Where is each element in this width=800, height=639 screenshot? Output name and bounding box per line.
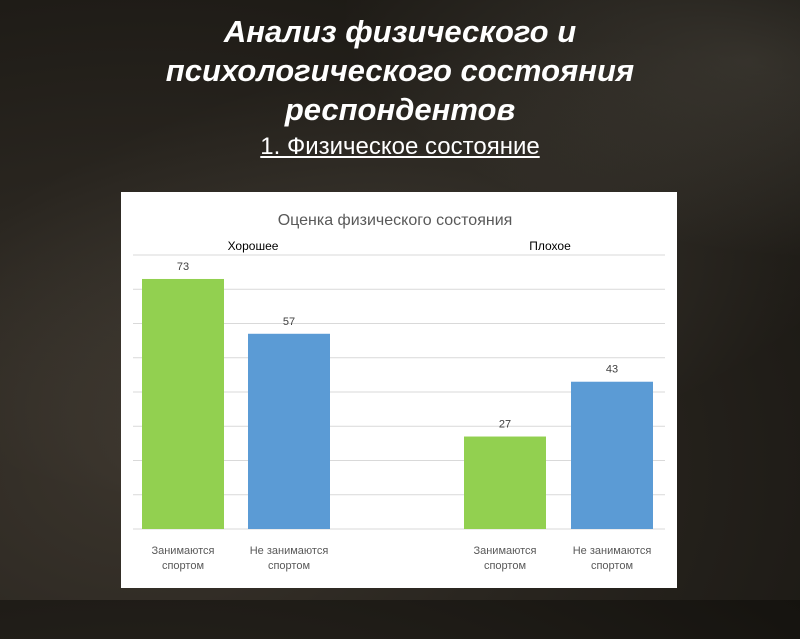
category-label: Не занимаются <box>250 545 329 557</box>
slide-subtitle: 1. Физическое состояние <box>260 133 540 160</box>
group-label: Хорошее <box>228 239 279 253</box>
bar-value-label: 73 <box>177 261 189 273</box>
category-label: Не занимаются <box>573 545 652 557</box>
category-label: Занимаются <box>473 545 536 557</box>
category-label: Занимаются <box>151 545 214 557</box>
bar-value-label: 43 <box>606 364 618 376</box>
group-label: Плохое <box>529 239 571 253</box>
bar <box>571 381 653 529</box>
chart-panel: Оценка физического состояния Хорошее Пло… <box>121 192 677 588</box>
bar-value-label: 27 <box>499 419 511 431</box>
slide-header: Анализ физического и психологического со… <box>0 12 800 161</box>
category-label: спортом <box>162 560 204 572</box>
chart-title: Оценка физического состояния <box>278 212 513 229</box>
category-label: спортом <box>268 560 310 572</box>
bar <box>248 333 330 529</box>
bar-value-label: 57 <box>283 316 295 328</box>
bar-chart: Оценка физического состояния Хорошее Пло… <box>133 212 665 572</box>
bar <box>142 278 224 529</box>
bar <box>464 436 546 529</box>
slide-title-line: Анализ физического и <box>223 14 577 49</box>
slide-title-line: респондентов <box>284 92 516 127</box>
slide-title-line: психологического состояния <box>165 53 635 88</box>
category-label: спортом <box>484 560 526 572</box>
category-label: спортом <box>591 560 633 572</box>
